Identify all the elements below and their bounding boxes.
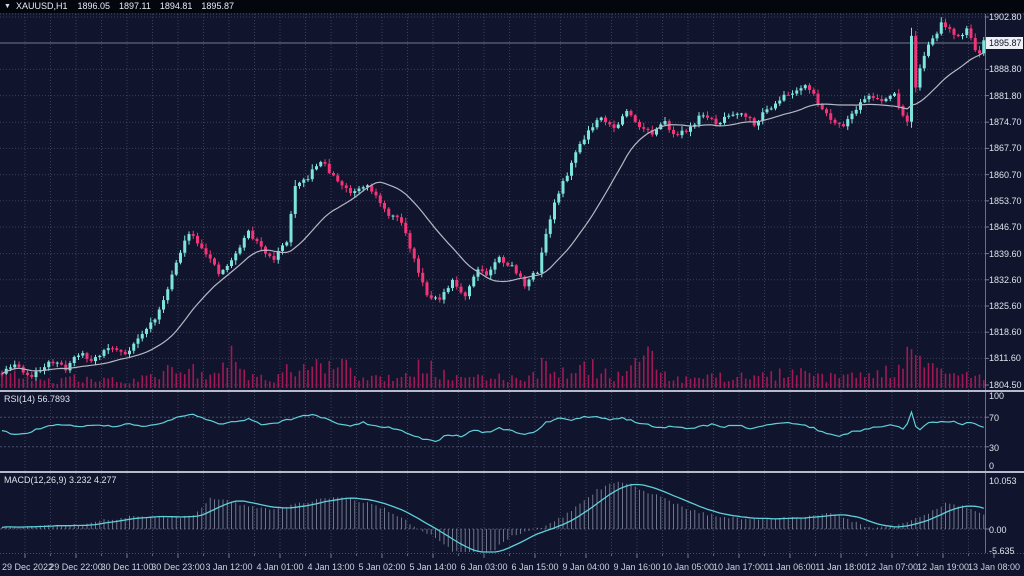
rsi-axis-label: 100 [989, 391, 1005, 401]
rsi-axis[interactable]: 100 70 30 0 [986, 391, 1024, 471]
chart-title-bar: ▼ XAUUSD,H1 1896.05 1897.11 1894.81 1895… [0, 0, 1024, 13]
time-axis-label: 12 Jan 07:00 [865, 562, 919, 572]
macd-axis-label: 0.00 [989, 525, 1007, 535]
symbol-timeframe-label: XAUUSD,H1 [15, 1, 68, 11]
price-axis-label: 1811.60 [989, 353, 1021, 364]
time-axis-label: 6 Jan 03:00 [460, 562, 508, 572]
price-axis-label: 1825.60 [989, 301, 1022, 311]
price-axis-label: 1846.70 [989, 222, 1022, 233]
price-axis-label: 1867.70 [989, 143, 1022, 154]
price-axis-label: 1902.80 [989, 12, 1022, 22]
time-axis-label: 3 Jan 12:00 [205, 562, 253, 572]
time-axis-label: 6 Jan 15:00 [511, 562, 559, 572]
price-axis-label: 1853.70 [989, 195, 1022, 206]
time-axis-label: 12 Jan 19:00 [916, 562, 970, 572]
ohlc-high-value: 1897.11 [119, 1, 151, 11]
macd-axis-label: 10.053 [989, 476, 1017, 486]
time-axis-label: 10 Jan 17:00 [712, 562, 766, 572]
price-axis-label: 1888.80 [989, 64, 1022, 75]
time-axis-label: 4 Jan 01:00 [256, 562, 304, 572]
macd-axis[interactable]: 10.053 0.00 -5.635 [986, 473, 1024, 556]
time-axis-label: 5 Jan 02:00 [358, 562, 406, 572]
time-axis-label: 30 Dec 23:00 [151, 562, 205, 572]
time-axis-label: 30 Dec 11:00 [100, 562, 154, 572]
current-price-tag: 1895.87 [986, 37, 1023, 49]
macd-axis-label: -5.635 [989, 546, 1015, 556]
panel-separator-main-rsi[interactable] [0, 390, 1024, 392]
price-axis-label: 1881.80 [989, 90, 1022, 101]
price-axis-label: 1804.50 [989, 379, 1022, 390]
ohlc-close-value: 1895.87 [201, 1, 234, 11]
time-axis-label: 9 Jan 16:00 [613, 562, 661, 572]
time-axis-label: 11 Jan 06:00 [764, 562, 816, 572]
price-axis-label: 1874.70 [989, 117, 1022, 128]
ohlc-open-value: 1896.05 [77, 1, 110, 11]
price-axis-label: 1860.70 [989, 169, 1022, 180]
time-axis-label: 9 Jan 04:00 [562, 562, 610, 572]
rsi-axis-label: 30 [989, 443, 1000, 453]
time-axis-label: 10 Jan 05:00 [661, 562, 715, 572]
time-axis-label: 11 Jan 18:00 [815, 562, 867, 572]
ohlc-low-value: 1894.81 [159, 1, 193, 11]
time-axis-label: 4 Jan 13:00 [307, 562, 355, 572]
panel-separator-rsi-macd[interactable] [0, 471, 1024, 473]
macd-indicator-label: MACD(12,26,9) 3.232 4.277 [4, 475, 117, 485]
time-axis-label: 29 Dec 2022 [2, 562, 54, 572]
time-axis-label: 13 Jan 08:00 [967, 562, 1021, 572]
time-axis-label: 5 Jan 14:00 [409, 562, 457, 572]
rsi-axis-label: 0 [989, 461, 995, 471]
rsi-axis-label: 70 [989, 413, 1000, 423]
price-axis[interactable]: 1902.80 1888.80 1881.80 1874.70 1867.70 1860.… [986, 0, 1024, 390]
symbol-dropdown-icon[interactable]: ▼ [4, 3, 11, 10]
rsi-indicator-label: RSI(14) 56.7893 [4, 394, 71, 404]
price-axis-label: 1839.60 [989, 248, 1022, 259]
time-axis-label: 29 Dec 22:00 [49, 562, 103, 572]
price-axis-label: 1832.60 [989, 274, 1022, 285]
time-axis[interactable]: 29 Dec 2022 29 Dec 22:00 30 Dec 11:00 30 De… [0, 560, 1024, 574]
price-axis-label: 1818.60 [989, 327, 1022, 338]
